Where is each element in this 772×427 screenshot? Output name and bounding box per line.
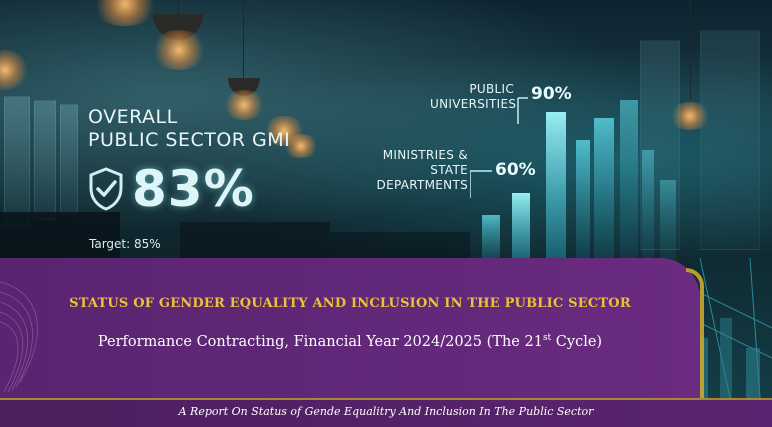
universities-label: PUBLIC UNIVERSITIES [430, 82, 517, 112]
ministries-label-line3: DEPARTMENTS [376, 178, 468, 192]
bar [594, 118, 614, 270]
bar [660, 180, 676, 270]
window-pane [700, 30, 760, 250]
bar [482, 215, 500, 270]
title-banner [0, 258, 700, 398]
gmi-value-row: 83% [88, 160, 255, 218]
gmi-value: 83% [132, 160, 255, 218]
bar [546, 112, 566, 270]
ministries-label-line1: MINISTRIES & [382, 148, 468, 162]
universities-label-line2: UNIVERSITIES [430, 97, 517, 111]
lamp-glow [0, 50, 30, 90]
universities-value: 90% [531, 84, 572, 104]
lamp-cord [178, 0, 179, 16]
subtitle-end: Cycle) [551, 333, 603, 350]
footer-text: A Report On Status of Gende Equalitry An… [178, 405, 594, 418]
ministries-label-line2: STATE [430, 163, 468, 177]
report-subtitle: Performance Contracting, Financial Year … [0, 333, 700, 350]
hero-background [0, 0, 772, 270]
bar [512, 193, 530, 270]
lamp-glow [90, 0, 160, 26]
bar [642, 150, 654, 270]
subtitle-sup: st [542, 333, 552, 343]
decorative-swirl [0, 281, 38, 392]
gmi-title: OVERALL PUBLIC SECTOR GMI [88, 106, 290, 152]
window-pane [4, 96, 30, 226]
lamp-cord [243, 0, 244, 80]
banner-gold-edge [686, 268, 704, 398]
bar [576, 140, 590, 270]
lamp-glow [150, 30, 208, 70]
gmi-title-line2: PUBLIC SECTOR GMI [88, 129, 291, 151]
lamp-glow [222, 90, 266, 120]
lamp-glow [282, 134, 320, 158]
ministries-label: MINISTRIES & STATE DEPARTMENTS [358, 148, 468, 193]
shield-check-icon [89, 167, 123, 211]
ministries-value: 60% [495, 160, 536, 180]
lamp-cord [690, 0, 691, 100]
footer-bar [0, 398, 772, 427]
gmi-target: Target: 85% [89, 237, 161, 251]
universities-label-line1: PUBLIC [469, 82, 514, 96]
bar [620, 100, 638, 270]
gmi-title-line1: OVERALL [88, 106, 178, 128]
holographic-bars [470, 97, 676, 270]
subtitle-main: Performance Contracting, Financial Year … [97, 333, 543, 350]
window-pane [60, 104, 78, 214]
report-title: STATUS OF GENDER EQUALITY AND INCLUSION … [69, 296, 631, 311]
window-pane [34, 100, 56, 220]
lamp-glow [668, 102, 712, 130]
